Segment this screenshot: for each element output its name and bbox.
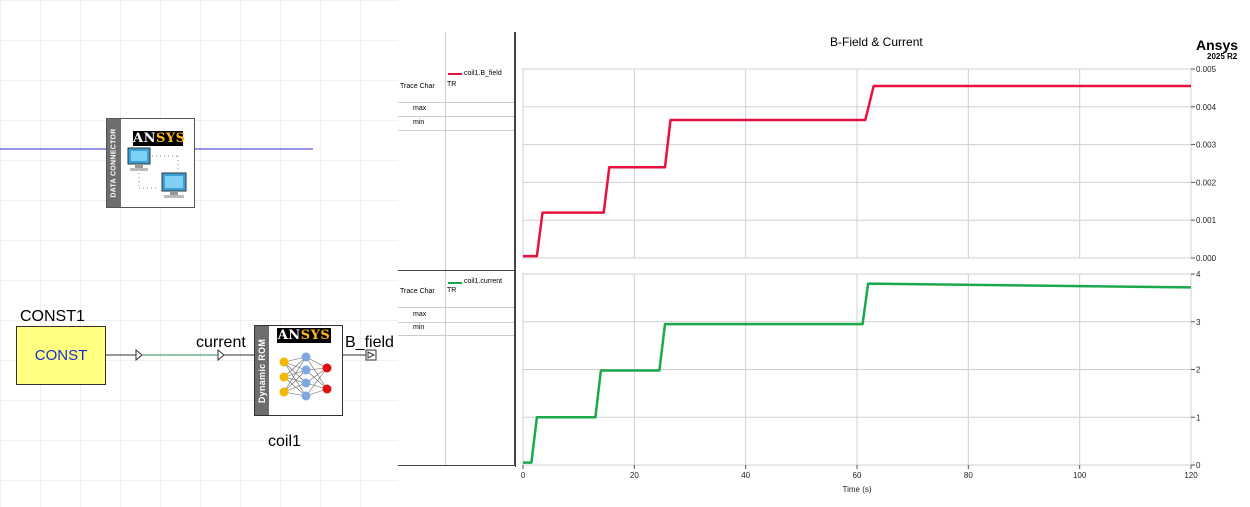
rom-input-pin[interactable]	[217, 348, 225, 362]
y-tick-label: 3	[1196, 318, 1201, 327]
schematic-canvas[interactable]: DATA CONNECTOR ANSYS CONST1 CONST curren…	[0, 0, 398, 507]
legend-trace-name-bfield[interactable]: coil1.B_field	[464, 70, 502, 77]
chart-title: B-Field & Current	[830, 35, 923, 49]
legend-max-top: max	[413, 105, 427, 112]
output-wire-label: B_field	[345, 334, 394, 351]
data-connector-strip: DATA CONNECTOR	[107, 119, 121, 207]
y-tick-label: 0.003	[1196, 141, 1217, 150]
rom-strip: Dynamic ROM	[255, 326, 269, 415]
legend-min-bottom: min	[413, 324, 425, 331]
x-tick-label: 60	[853, 471, 862, 480]
y-tick-label: 0.000	[1196, 254, 1217, 263]
legend-row-line	[398, 322, 514, 323]
x-tick-label: 20	[630, 471, 639, 480]
x-tick-label: 40	[741, 471, 750, 480]
legend-max-bottom: max	[413, 311, 427, 318]
y-tick-label: 4	[1196, 270, 1201, 279]
data-connector-block[interactable]: DATA CONNECTOR ANSYS	[106, 118, 195, 208]
ansys-logo: ANSYS	[277, 328, 331, 343]
y-tick-label: 0.001	[1196, 216, 1217, 225]
legend-divider	[445, 32, 446, 465]
dynamic-rom-block[interactable]: Dynamic ROM ANSYS	[254, 325, 343, 416]
legend-swatch-bfield	[448, 73, 462, 75]
legend-row-line	[398, 307, 514, 308]
input-wire-label: current	[196, 334, 246, 351]
neural-network-icon	[279, 352, 332, 401]
legend-trace-char-bottom: Trace Char	[400, 288, 435, 295]
y-tick-label: 0	[1196, 461, 1201, 470]
y-tick-label: 0.002	[1196, 178, 1217, 187]
const-output-pin[interactable]	[135, 348, 143, 362]
legend-row-line	[398, 116, 514, 117]
legend-row-line	[398, 102, 514, 103]
const-block-name: CONST1	[20, 308, 85, 325]
y-tick-label: 1	[1196, 413, 1201, 422]
legend-trace-type-bottom: TR	[447, 287, 457, 294]
y-tick-label: 0.005	[1196, 65, 1217, 74]
brand-version: 2025 R2	[1207, 52, 1238, 61]
x-tick-label: 100	[1073, 471, 1087, 480]
legend-row-line	[398, 335, 514, 336]
legend-trace-name-current[interactable]: coil1.current	[464, 278, 503, 285]
legend-section-divider	[398, 270, 514, 271]
y-tick-label: 2	[1196, 366, 1201, 375]
y-tick-label: 0.004	[1196, 103, 1217, 112]
x-axis-label: Time (s)	[842, 485, 871, 494]
rom-output-port-arrow	[367, 351, 376, 359]
legend-min-top: min	[413, 119, 425, 126]
legend-swatch-current	[448, 282, 462, 284]
schematic-wires	[0, 148, 377, 362]
legend-panel[interactable]: coil1.B_field Trace Char TR max min coil…	[398, 32, 515, 466]
const-block[interactable]: CONST	[16, 326, 106, 385]
legend-row-line	[398, 130, 514, 131]
x-tick-label: 80	[964, 471, 973, 480]
ansys-logo: ANSYS	[133, 131, 186, 146]
computers-icon	[127, 147, 187, 198]
series-line-coil1-b-field	[523, 84, 1191, 258]
x-tick-label: 0	[521, 471, 526, 480]
legend-trace-type-top: TR	[447, 81, 457, 88]
series-line-coil1-current	[523, 282, 1192, 464]
legend-trace-char-top: Trace Char	[400, 83, 435, 90]
x-tick-label: 120	[1184, 471, 1198, 480]
const-block-label: CONST	[34, 347, 88, 364]
brand-name: Ansys	[1196, 37, 1239, 53]
rom-block-name: coil1	[268, 433, 301, 450]
